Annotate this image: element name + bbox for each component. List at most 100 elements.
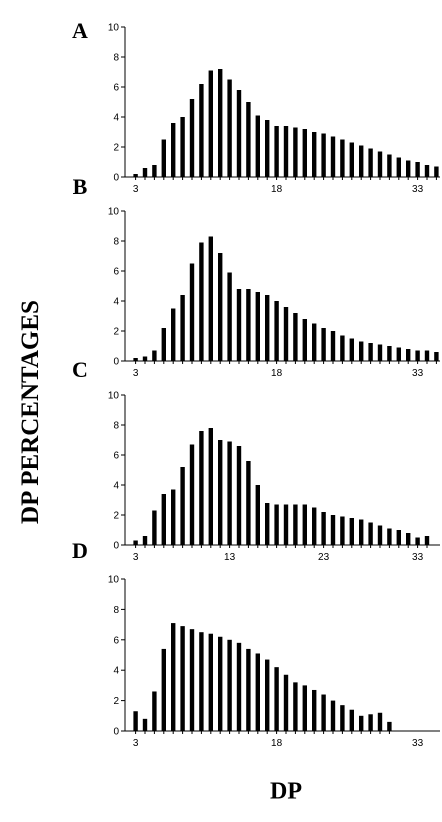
y-tick-label: 6: [113, 267, 119, 278]
bar-C-23: [321, 512, 326, 545]
y-tick-label: 2: [113, 143, 119, 154]
bar-C-11: [208, 428, 213, 545]
bar-D-24: [330, 700, 336, 731]
bar-A-21: [302, 129, 307, 177]
bar-D-11: [208, 633, 213, 731]
bar-A-27: [359, 145, 364, 177]
bar-C-6: [161, 494, 166, 545]
x-tick-label: 33: [412, 368, 424, 379]
bar-D-19: [283, 674, 289, 731]
y-tick-label: 8: [113, 421, 119, 432]
bar-C-28: [368, 522, 373, 545]
bar-A-11: [208, 70, 213, 177]
bar-A-12: [218, 69, 223, 177]
bar-A-30: [387, 154, 392, 177]
bar-D-22: [312, 689, 317, 731]
panel-letter-A: A: [72, 18, 88, 43]
bar-B-32: [406, 349, 411, 361]
bar-B-25: [340, 335, 345, 361]
y-tick-label: 8: [113, 237, 119, 248]
bar-D-10: [199, 632, 204, 731]
bar-B-21: [302, 319, 307, 361]
x-tick-label: 3: [133, 184, 139, 195]
y-tick-label: 6: [113, 451, 119, 462]
bar-A-28: [368, 148, 373, 177]
bar-C-25: [340, 516, 345, 545]
y-tick-label: 2: [113, 511, 119, 522]
bar-C-26: [349, 518, 354, 545]
bar-C-12: [218, 440, 223, 545]
bar-A-15: [246, 102, 251, 177]
bar-A-19: [283, 126, 289, 177]
bar-C-32: [406, 533, 411, 545]
y-tick-label: 4: [113, 113, 119, 124]
bar-B-28: [368, 343, 373, 361]
bar-B-6: [161, 328, 166, 361]
bar-D-5: [152, 691, 157, 731]
bar-B-29: [377, 344, 383, 361]
bar-A-9: [189, 99, 195, 177]
bar-A-22: [312, 132, 317, 177]
y-tick-label: 8: [113, 53, 119, 64]
bar-A-25: [340, 139, 345, 177]
bar-A-33: [415, 162, 420, 177]
bar-B-15: [246, 289, 251, 361]
y-tick-label: 0: [113, 173, 119, 184]
bar-C-34: [424, 536, 430, 545]
bar-B-26: [349, 338, 354, 361]
x-tick-label: 33: [412, 184, 424, 195]
x-tick-label: 3: [133, 368, 139, 379]
bar-C-21: [302, 504, 307, 545]
bar-A-5: [152, 165, 157, 177]
y-tick-label: 8: [113, 605, 119, 616]
bar-C-4: [142, 536, 148, 545]
y-tick-label: 6: [113, 635, 119, 646]
bar-A-4: [142, 168, 148, 177]
bar-B-13: [227, 272, 232, 361]
y-tick-label: 2: [113, 696, 119, 707]
bar-B-31: [396, 347, 401, 361]
bar-C-33: [415, 537, 420, 545]
bar-D-14: [236, 642, 242, 731]
y-tick-label: 4: [113, 666, 119, 677]
x-tick-label: 23: [318, 552, 330, 563]
bar-D-8: [180, 626, 185, 731]
bar-D-30: [387, 721, 392, 731]
bar-A-31: [396, 157, 401, 177]
x-tick-label: 3: [133, 738, 139, 749]
bar-A-16: [255, 115, 260, 177]
bar-C-9: [189, 444, 195, 545]
bar-C-31: [396, 530, 401, 545]
y-tick-label: 4: [113, 297, 119, 308]
bar-D-16: [255, 653, 260, 731]
bar-C-10: [199, 431, 204, 545]
bar-A-20: [293, 127, 298, 177]
bar-C-30: [387, 528, 392, 545]
bar-A-35: [434, 166, 439, 177]
bar-B-11: [208, 236, 213, 361]
y-tick-label: 4: [113, 481, 119, 492]
bar-C-5: [152, 510, 157, 545]
bar-C-3: [133, 540, 138, 545]
bar-C-29: [377, 525, 383, 545]
bar-C-15: [246, 461, 251, 545]
x-tick-label: 18: [271, 738, 283, 749]
bar-C-22: [312, 507, 317, 545]
bar-D-17: [265, 659, 270, 731]
bar-D-29: [377, 712, 383, 731]
x-tick-label: 3: [133, 552, 139, 563]
y-tick-label: 10: [108, 207, 120, 218]
x-axis-label: DP: [270, 778, 302, 805]
bar-B-20: [293, 313, 298, 361]
bar-B-16: [255, 292, 260, 361]
bar-B-22: [312, 323, 317, 361]
panel-letter-C: C: [72, 357, 88, 382]
bar-C-24: [330, 515, 336, 545]
bar-B-3: [133, 358, 138, 361]
bar-A-13: [227, 79, 232, 177]
bar-B-12: [218, 253, 223, 361]
bar-C-27: [359, 519, 364, 545]
y-tick-label: 10: [108, 23, 120, 34]
bar-D-9: [189, 629, 195, 731]
y-tick-label: 2: [113, 327, 119, 338]
